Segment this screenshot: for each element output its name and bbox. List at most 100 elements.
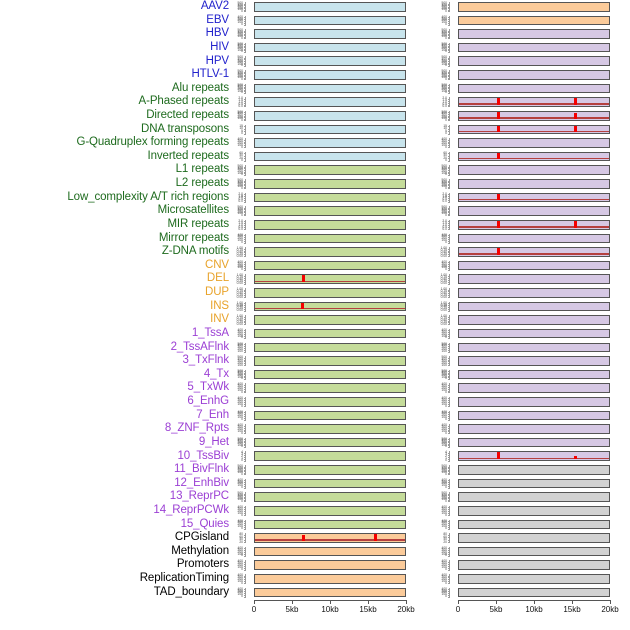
panel-left[interactable] [246, 191, 418, 205]
panel-right[interactable] [450, 395, 622, 409]
peak-marker [573, 220, 577, 228]
panel-right[interactable] [450, 449, 622, 463]
panel-left[interactable] [246, 259, 418, 273]
panel-left[interactable] [246, 232, 418, 246]
panel-right[interactable] [450, 368, 622, 382]
panel-left[interactable] [246, 504, 418, 518]
panel-left[interactable] [246, 422, 418, 436]
panel-left[interactable] [246, 518, 418, 532]
panel-left[interactable] [246, 286, 418, 300]
y-tick-mark [244, 85, 246, 87]
panel-right[interactable] [450, 477, 622, 491]
panel-right[interactable] [450, 586, 622, 600]
panel-right[interactable] [450, 177, 622, 191]
panel-right[interactable] [450, 0, 622, 14]
panel-left[interactable] [246, 136, 418, 150]
panel-right[interactable] [450, 259, 622, 273]
panel-left[interactable] [246, 572, 418, 586]
panel-left[interactable] [246, 27, 418, 41]
panel-right[interactable] [450, 14, 622, 28]
panel-left[interactable] [246, 368, 418, 382]
panel-right[interactable] [450, 300, 622, 314]
panel-left[interactable] [246, 177, 418, 191]
panel-left[interactable] [246, 327, 418, 341]
panel-right[interactable] [450, 191, 622, 205]
panel-left[interactable] [246, 272, 418, 286]
y-tick-mark [448, 293, 450, 295]
panel-right[interactable] [450, 136, 622, 150]
panel-left[interactable] [246, 545, 418, 559]
y-tick-mark [244, 384, 246, 386]
panel-left[interactable] [246, 150, 418, 164]
y-tick-label: 0.75 [440, 289, 447, 293]
panel-right[interactable] [450, 409, 622, 423]
panel-right[interactable] [450, 163, 622, 177]
panel-left[interactable] [246, 341, 418, 355]
y-axis: 400 300 200 100 0 [232, 545, 246, 559]
panel-right[interactable] [450, 436, 622, 450]
panel-left[interactable] [246, 204, 418, 218]
panel-left[interactable] [246, 14, 418, 28]
panel-right[interactable] [450, 95, 622, 109]
panel-left[interactable] [246, 0, 418, 14]
panel-right[interactable] [450, 504, 622, 518]
panel-right[interactable] [450, 204, 622, 218]
panel-right[interactable] [450, 232, 622, 246]
track-row: MIR repeats 2.0 1.5 1.0 0.5 0.0 2.0 1.5 1.0 0.5 0.… [0, 218, 630, 232]
panel-left[interactable] [246, 218, 418, 232]
panel-right[interactable] [450, 272, 622, 286]
y-tick-label: 1.0 [238, 100, 243, 105]
panel-right[interactable] [450, 381, 622, 395]
panel-left[interactable] [246, 436, 418, 450]
panel-right[interactable] [450, 531, 622, 545]
panel-right[interactable] [450, 123, 622, 137]
panel-right[interactable] [450, 545, 622, 559]
panel-right[interactable] [450, 558, 622, 572]
y-axis-spine [449, 274, 450, 284]
panel-right[interactable] [450, 245, 622, 259]
y-tick-label: 300 [237, 494, 243, 499]
panel-left[interactable] [246, 68, 418, 82]
panel-left[interactable] [246, 41, 418, 55]
panel-left[interactable] [246, 245, 418, 259]
panel-left[interactable] [246, 300, 418, 314]
panel-left[interactable] [246, 54, 418, 68]
panel-right[interactable] [450, 327, 622, 341]
panel-right[interactable] [450, 27, 622, 41]
panel-right[interactable] [450, 54, 622, 68]
panel-left[interactable] [246, 381, 418, 395]
panel-right[interactable] [450, 286, 622, 300]
panel-left[interactable] [246, 163, 418, 177]
x-tick-mark [368, 600, 369, 605]
panel-right[interactable] [450, 313, 622, 327]
panel-right[interactable] [450, 463, 622, 477]
panel-right[interactable] [450, 341, 622, 355]
panel-left[interactable] [246, 463, 418, 477]
y-tick-mark [448, 583, 450, 585]
panel-left[interactable] [246, 586, 418, 600]
panel-left[interactable] [246, 531, 418, 545]
panel-left[interactable] [246, 123, 418, 137]
panel-right[interactable] [450, 218, 622, 232]
panel-right[interactable] [450, 109, 622, 123]
panel-right[interactable] [450, 82, 622, 96]
panel-right[interactable] [450, 68, 622, 82]
panel-left[interactable] [246, 109, 418, 123]
panel-left[interactable] [246, 490, 418, 504]
panel-right[interactable] [450, 572, 622, 586]
panel-left[interactable] [246, 82, 418, 96]
panel-left[interactable] [246, 354, 418, 368]
panel-left[interactable] [246, 95, 418, 109]
panel-left[interactable] [246, 409, 418, 423]
panel-right[interactable] [450, 518, 622, 532]
panel-right[interactable] [450, 422, 622, 436]
panel-left[interactable] [246, 449, 418, 463]
panel-right[interactable] [450, 41, 622, 55]
panel-left[interactable] [246, 558, 418, 572]
panel-right[interactable] [450, 150, 622, 164]
panel-right[interactable] [450, 354, 622, 368]
panel-right[interactable] [450, 490, 622, 504]
panel-left[interactable] [246, 313, 418, 327]
panel-left[interactable] [246, 395, 418, 409]
panel-left[interactable] [246, 477, 418, 491]
